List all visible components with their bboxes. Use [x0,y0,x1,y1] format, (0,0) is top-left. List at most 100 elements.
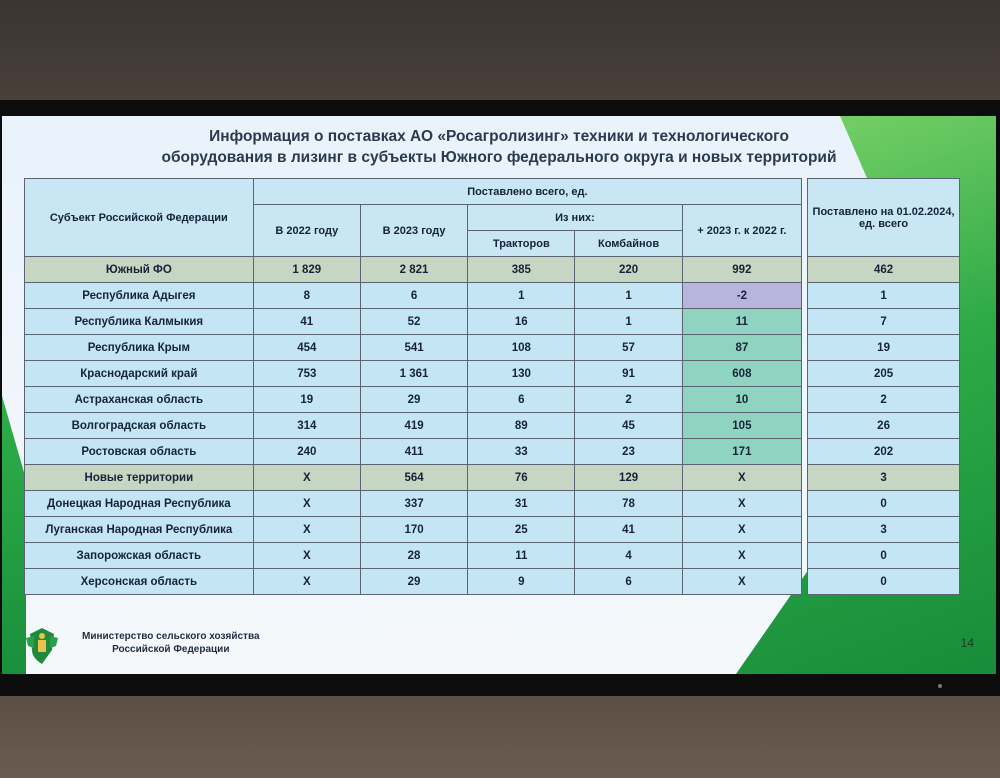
table-row: Херсонская область X 29 9 6 X 0 [24,568,960,595]
header-2022: В 2022 году [252,204,361,257]
deliveries-table: Субъект Российской Федерации Поставлено … [24,178,960,595]
tractors-cell: 108 [467,334,576,361]
table-row: Астраханская область 19 29 6 2 10 2 [24,386,960,413]
tractors-cell: 385 [467,256,576,283]
y2022-cell: X [252,490,361,517]
tractors-cell: 130 [467,360,576,387]
ministry-caption: Министерство сельского хозяйства Российс… [82,630,260,656]
y2023-cell: 6 [359,282,469,309]
y2022-cell: 753 [252,360,361,387]
delivered-2024-cell: 202 [807,438,960,465]
y2022-cell: X [252,542,361,569]
delivered-2024-cell: 7 [807,308,960,335]
combines-cell: 4 [574,542,683,569]
header-diff: + 2023 г. к 2022 г. [681,204,803,257]
subject-name-cell: Республика Калмыкия [24,308,254,335]
combines-cell: 1 [574,282,683,309]
table-row: Луганская Народная Республика X 170 25 41 X 3 [24,516,960,543]
y2022-cell: X [252,516,361,543]
diff-cell: 992 [681,256,803,283]
combines-cell: 57 [574,334,683,361]
diff-cell: -2 [681,282,803,309]
diff-cell: 105 [681,412,803,439]
delivered-2024-cell: 2 [807,386,960,413]
combines-cell: 78 [574,490,683,517]
diff-cell: 608 [681,360,803,387]
slide-title-line1: Информация о поставках АО «Росагролизинг… [209,128,789,145]
diff-cell: X [681,516,803,543]
delivered-2024-cell: 0 [807,542,960,569]
table-row: Республика Крым 454 541 108 57 87 19 [24,334,960,361]
diff-cell: X [681,542,803,569]
tv-frame: Информация о поставках АО «Росагролизинг… [0,100,1000,696]
tractors-cell: 6 [467,386,576,413]
y2023-cell: 337 [359,490,469,517]
y2022-cell: 1 829 [252,256,361,283]
y2023-cell: 28 [359,542,469,569]
table-row: Ростовская область 240 411 33 23 171 202 [24,438,960,465]
y2022-cell: 8 [252,282,361,309]
table-row: Запорожская область X 28 11 4 X 0 [24,542,960,569]
tractors-cell: 25 [467,516,576,543]
tractors-cell: 89 [467,412,576,439]
table-body: Южный ФО 1 829 2 821 385 220 992 462 Республика… [24,256,960,595]
combines-cell: 2 [574,386,683,413]
diff-cell: 87 [681,334,803,361]
subject-name-cell: Херсонская область [24,568,254,595]
presentation-slide: Информация о поставках АО «Росагролизинг… [2,116,996,674]
ministry-line2: Российской Федерации [112,644,230,655]
header-2023: В 2023 году [359,204,469,257]
delivered-2024-cell: 26 [807,412,960,439]
y2022-cell: X [252,464,361,491]
subject-name-cell: Краснодарский край [24,360,254,387]
tractors-cell: 1 [467,282,576,309]
slide-title-line2: оборудования в лизинг в субъекты Южного … [161,149,837,166]
tractors-cell: 16 [467,308,576,335]
combines-cell: 91 [574,360,683,387]
y2023-cell: 29 [359,386,469,413]
tractors-cell: 9 [467,568,576,595]
header-subject: Субъект Российской Федерации [24,178,254,257]
header-delivered-2024: Поставлено на 01.02.2024, ед. всего [807,178,960,257]
y2022-cell: 19 [252,386,361,413]
subject-name-cell: Запорожская область [24,542,254,569]
y2023-cell: 170 [359,516,469,543]
delivered-2024-cell: 1 [807,282,960,309]
diff-cell: X [681,568,803,595]
table-row: Донецкая Народная Республика X 337 31 78 X 0 [24,490,960,517]
diff-cell: 171 [681,438,803,465]
y2023-cell: 29 [359,568,469,595]
wall-background [0,690,1000,778]
y2023-cell: 541 [359,334,469,361]
diff-cell: 11 [681,308,803,335]
y2023-cell: 1 361 [359,360,469,387]
y2022-cell: 454 [252,334,361,361]
delivered-2024-cell: 462 [807,256,960,283]
subject-name-cell: Республика Адыгея [24,282,254,309]
tractors-cell: 76 [467,464,576,491]
tractors-cell: 11 [467,542,576,569]
table-row: Республика Калмыкия 41 52 16 1 11 7 [24,308,960,335]
combines-cell: 220 [574,256,683,283]
y2023-cell: 52 [359,308,469,335]
slide-title: Информация о поставках АО «Росагролизинг… [2,126,996,168]
y2023-cell: 564 [359,464,469,491]
subject-name-cell: Республика Крым [24,334,254,361]
subject-name-cell: Луганская Народная Республика [24,516,254,543]
y2022-cell: 41 [252,308,361,335]
tractors-cell: 33 [467,438,576,465]
y2022-cell: X [252,568,361,595]
delivered-2024-cell: 0 [807,568,960,595]
y2023-cell: 2 821 [359,256,469,283]
delivered-2024-cell: 205 [807,360,960,387]
diff-cell: X [681,490,803,517]
combines-cell: 45 [574,412,683,439]
subject-name-cell: Астраханская область [24,386,254,413]
subject-name-cell: Волгоградская область [24,412,254,439]
page-number: 14 [960,636,974,650]
subject-name-cell: Ростовская область [24,438,254,465]
header-of-them: Из них: [467,204,683,231]
combines-cell: 23 [574,438,683,465]
y2023-cell: 419 [359,412,469,439]
subject-name-cell: Новые территории [24,464,254,491]
